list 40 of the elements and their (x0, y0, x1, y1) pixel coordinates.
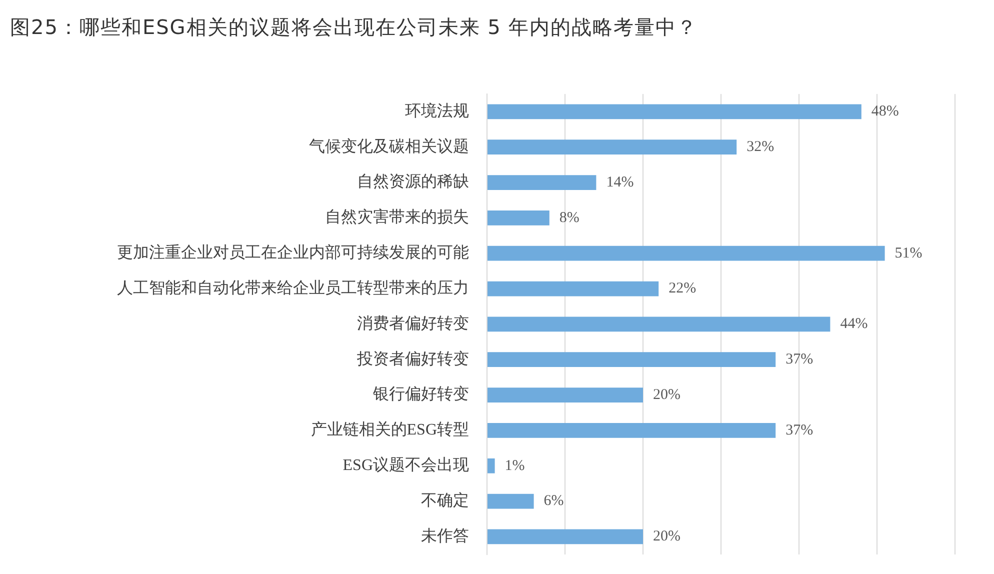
y-tick-label: 更加注重企业对员工在企业内部可持续发展的可能 (117, 244, 469, 262)
data-label: 14% (606, 174, 634, 190)
y-tick-label: 自然资源的稀缺 (357, 172, 469, 191)
bar (488, 104, 862, 120)
y-tick-label: 气候变化及碳相关议题 (309, 137, 469, 156)
bar (488, 140, 737, 155)
y-tick-label: 不确定 (421, 491, 469, 510)
y-tick-label: 人工智能和自动化带来给企业员工转型带来的压力 (117, 278, 469, 297)
data-label: 37% (786, 422, 814, 438)
y-tick-label: 消费者偏好转变 (357, 314, 469, 332)
data-label: 1% (504, 458, 525, 474)
bar (488, 316, 830, 332)
y-tick-label: 环境法规 (405, 102, 469, 120)
data-label: 48% (871, 104, 899, 120)
y-tick-label: 自然灾害带来的损失 (325, 208, 469, 226)
data-label: 8% (559, 210, 580, 226)
bar (488, 175, 596, 190)
bar (488, 458, 495, 474)
data-label: 37% (786, 352, 814, 368)
bar (488, 423, 776, 438)
y-tick-label: 产业链相关的ESG转型 (310, 420, 469, 439)
bar (488, 281, 659, 296)
y-tick-label: 未作答 (421, 526, 469, 545)
bar (488, 529, 643, 544)
data-label: 20% (653, 528, 680, 545)
data-label: 6% (544, 493, 564, 510)
data-label: 22% (668, 280, 696, 297)
y-tick-label: ESG议题不会出现 (342, 456, 469, 474)
data-label: 32% (746, 139, 774, 156)
bar (488, 494, 534, 509)
chart-title: 图25：哪些和ESG相关的议题将会出现在公司未来 5 年内的战略考量中？ (10, 14, 698, 41)
bar (488, 210, 550, 226)
data-label: 44% (840, 316, 868, 332)
bar (488, 388, 643, 402)
y-tick-label: 投资者偏好转变 (356, 350, 469, 368)
y-tick-label: 银行偏好转变 (372, 385, 469, 404)
bar (488, 246, 885, 261)
data-label: 51% (894, 245, 922, 262)
data-label: 20% (653, 386, 680, 403)
bar (488, 352, 776, 368)
